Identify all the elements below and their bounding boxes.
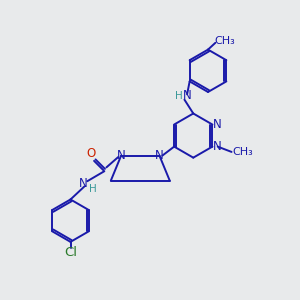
Text: N: N bbox=[213, 118, 222, 131]
Text: H: H bbox=[89, 184, 97, 194]
Text: N: N bbox=[213, 140, 222, 153]
Text: H: H bbox=[175, 91, 183, 101]
Text: Cl: Cl bbox=[64, 246, 77, 259]
Text: N: N bbox=[80, 177, 88, 190]
Text: N: N bbox=[117, 148, 125, 161]
Text: CH₃: CH₃ bbox=[232, 147, 253, 157]
Text: N: N bbox=[155, 148, 164, 161]
Text: CH₃: CH₃ bbox=[214, 36, 235, 46]
Text: O: O bbox=[86, 147, 96, 160]
Text: N: N bbox=[183, 89, 191, 102]
